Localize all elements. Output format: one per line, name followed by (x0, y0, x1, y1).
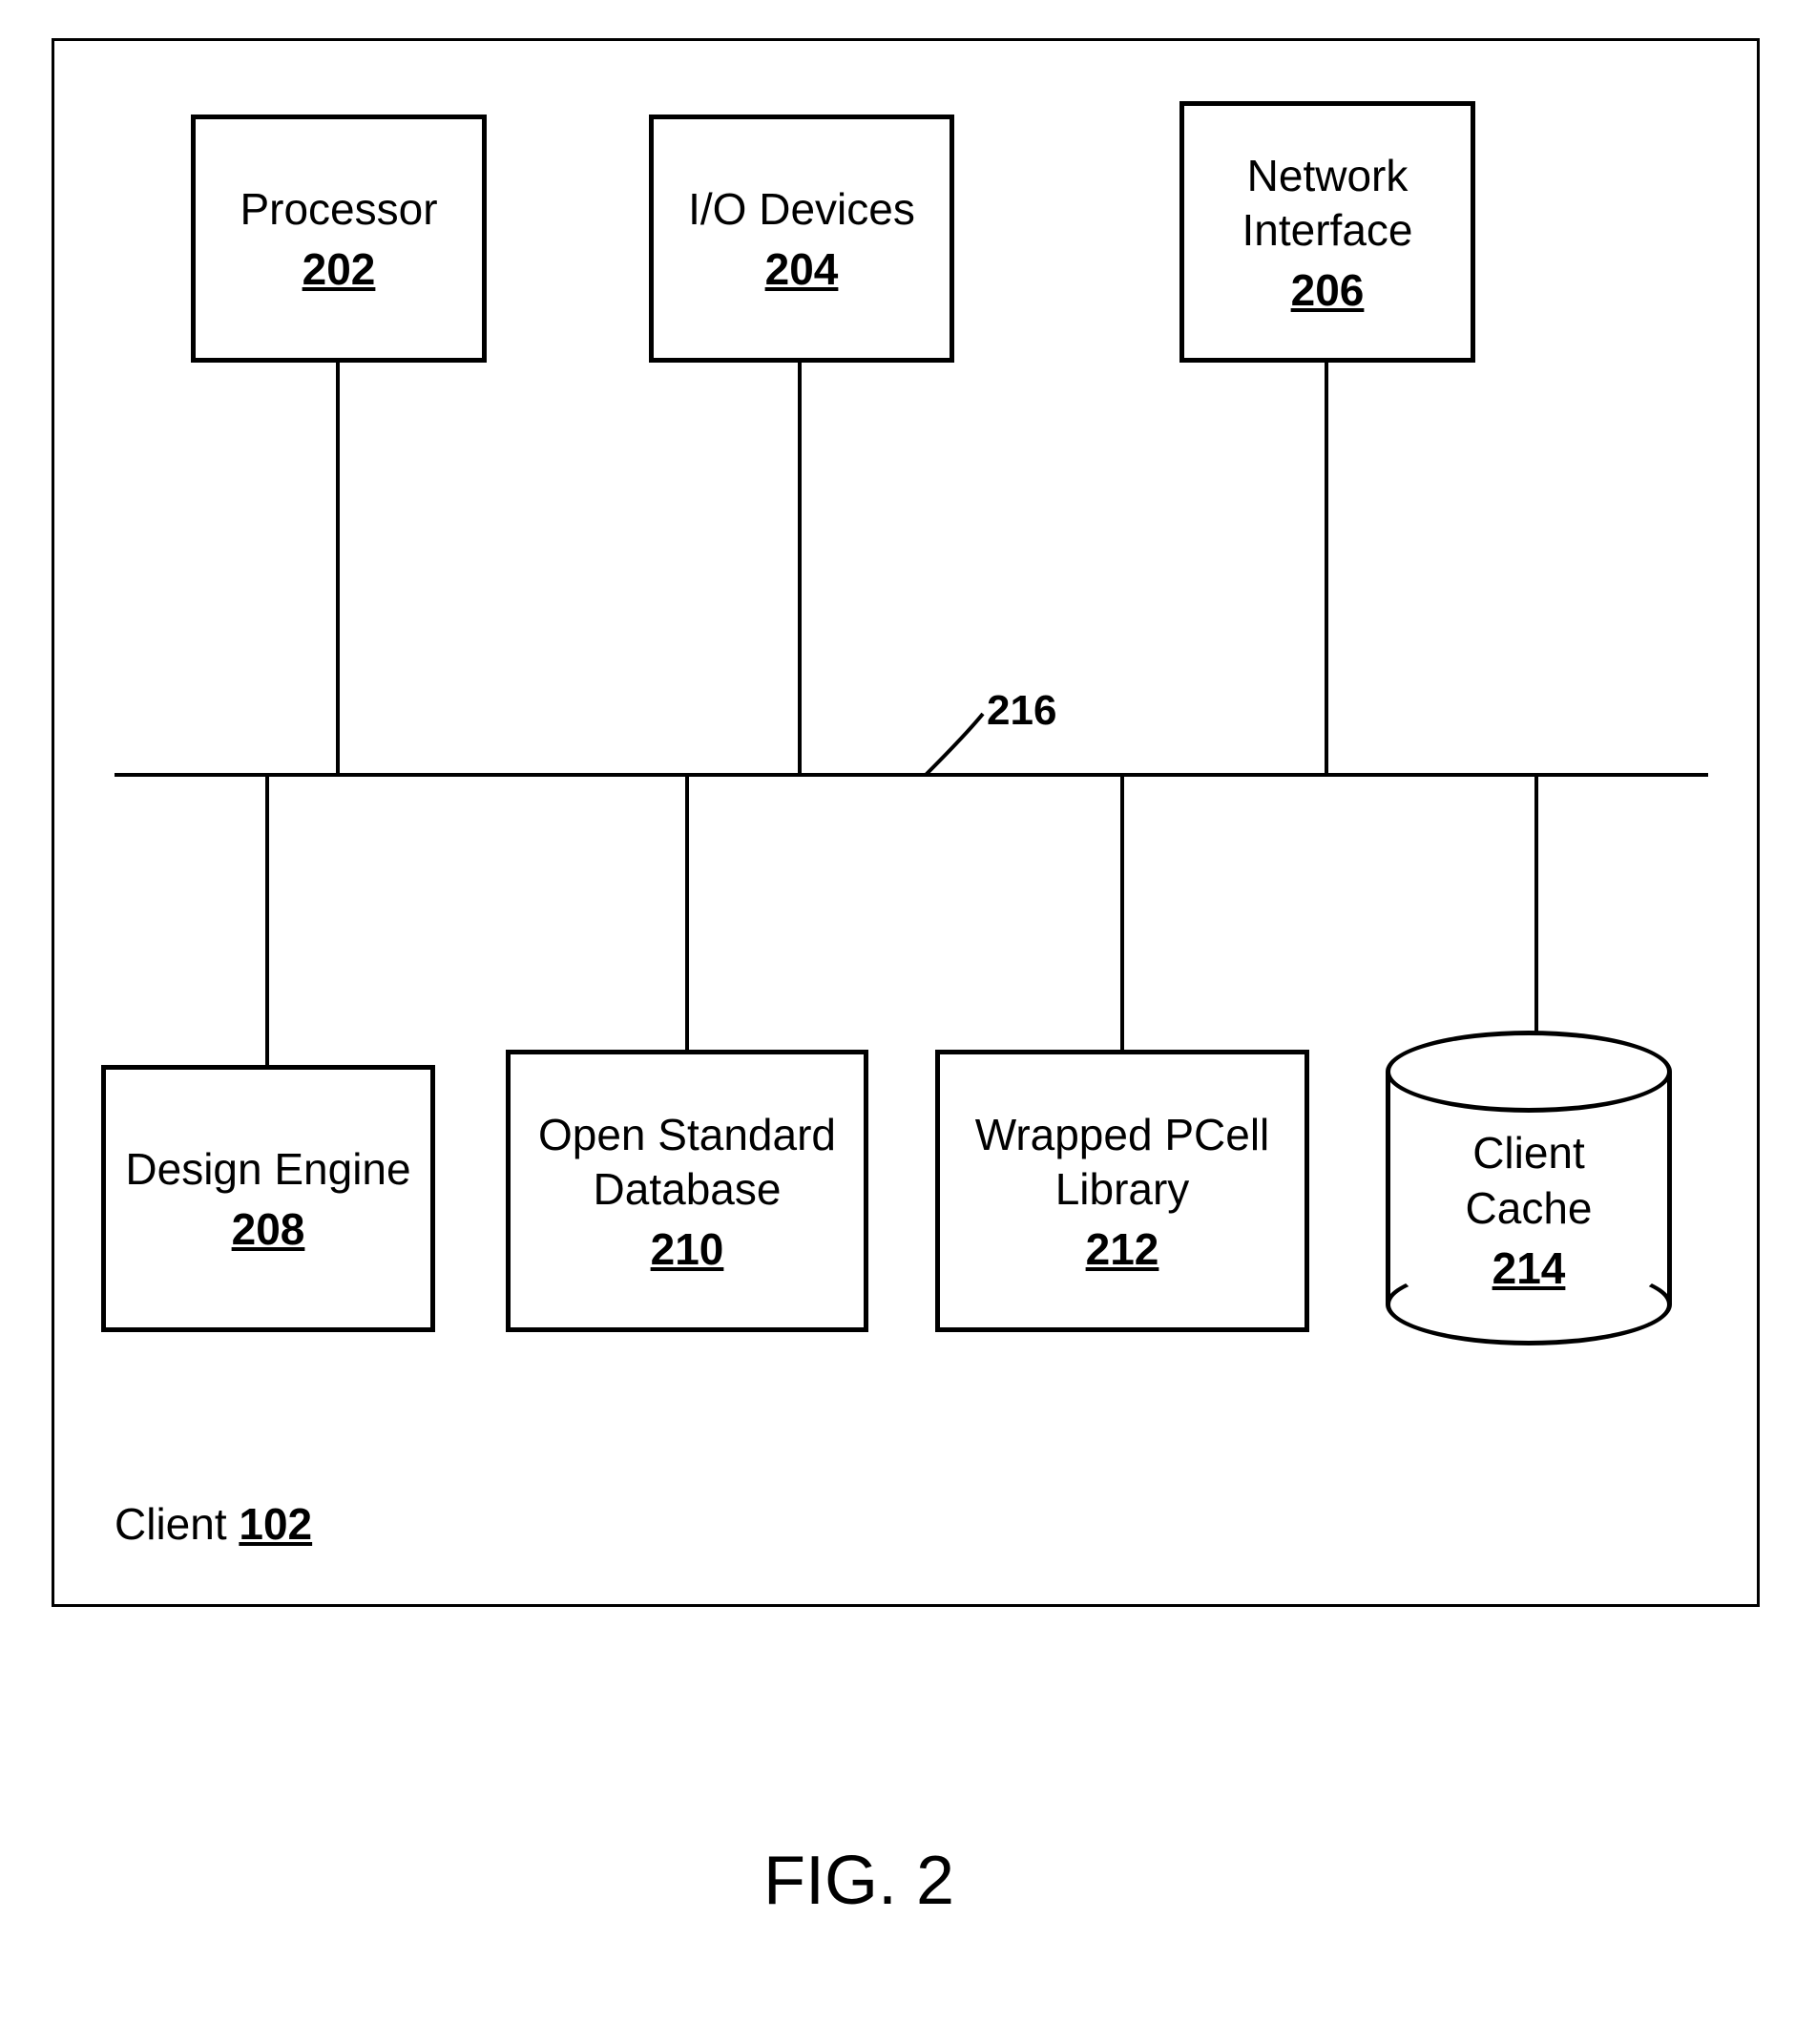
connector-line (798, 363, 802, 775)
connector-line (685, 775, 689, 1050)
container-label-ref: 102 (239, 1499, 312, 1549)
connector-line (1534, 775, 1538, 1047)
design-block: Design Engine208 (101, 1065, 435, 1332)
bus-label-leader (916, 704, 992, 784)
client-cache-ref: 214 (1386, 1241, 1672, 1297)
io-ref: 204 (765, 243, 839, 295)
container-label-text: Client (115, 1499, 239, 1549)
processor-ref: 202 (303, 243, 376, 295)
netif-block: NetworkInterface206 (1179, 101, 1475, 363)
container-label: Client 102 (115, 1498, 312, 1550)
processor-label: Processor (240, 182, 437, 238)
bus-line (115, 773, 1708, 777)
client-cache-title: ClientCache (1386, 1126, 1672, 1236)
connector-line (1120, 775, 1124, 1050)
bus-ref-label: 216 (987, 687, 1056, 735)
processor-block: Processor202 (191, 115, 487, 363)
client-cache-cylinder: ClientCache214 (1386, 1031, 1672, 1345)
pcell-label: Wrapped PCellLibrary (975, 1108, 1270, 1218)
design-ref: 208 (232, 1203, 305, 1255)
io-label: I/O Devices (688, 182, 915, 238)
io-block: I/O Devices204 (649, 115, 954, 363)
cylinder-top (1386, 1031, 1672, 1113)
design-label: Design Engine (125, 1142, 410, 1198)
figure-caption: FIG. 2 (763, 1842, 954, 1920)
connector-line (336, 363, 340, 775)
connector-line (1325, 363, 1328, 775)
db-block: Open StandardDatabase210 (506, 1050, 868, 1332)
db-label: Open StandardDatabase (538, 1108, 836, 1218)
netif-label: NetworkInterface (1242, 149, 1413, 259)
db-ref: 210 (651, 1223, 724, 1275)
pcell-ref: 212 (1086, 1223, 1159, 1275)
pcell-block: Wrapped PCellLibrary212 (935, 1050, 1309, 1332)
client-cache-label: ClientCache214 (1386, 1126, 1672, 1297)
connector-line (265, 775, 269, 1065)
netif-ref: 206 (1291, 264, 1365, 316)
